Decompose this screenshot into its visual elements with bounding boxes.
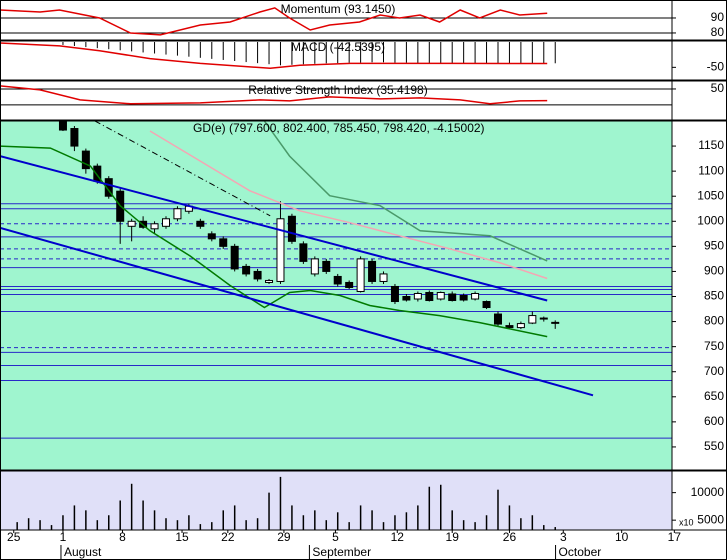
y-tick-label: 550 [704, 439, 724, 453]
candle-body [493, 313, 502, 325]
candle-body [471, 292, 480, 300]
candle-body [127, 220, 136, 227]
panel-title: GD(e) (797.600, 802.400, 785.450, 798.42… [193, 121, 485, 135]
month-label: October [559, 545, 602, 559]
candle-body [448, 293, 457, 302]
candle-body [413, 292, 422, 300]
x-tick-label: 22 [221, 530, 235, 544]
candle-body [425, 291, 434, 302]
plot-area [0, 121, 672, 439]
indicator-line [263, 121, 548, 262]
y-tick-label: 1000 [697, 213, 724, 227]
panel-title: Momentum (93.1450) [281, 2, 396, 16]
x-tick-label: 10 [615, 530, 629, 544]
y-tick-label: 80 [711, 25, 725, 39]
candle-body [322, 260, 331, 272]
plot-area [0, 85, 672, 106]
candle-body [539, 317, 548, 320]
candle-body [150, 223, 159, 230]
candle-body [196, 220, 205, 227]
candle-body [207, 233, 216, 240]
x-tick-label: 8 [119, 530, 126, 544]
candle-body [104, 178, 113, 197]
y-tick-label: 50 [711, 81, 725, 95]
y-tick-label: 650 [704, 389, 724, 403]
y-tick-label: 5000 [697, 512, 724, 526]
candle-body [219, 238, 228, 247]
candle-body [276, 218, 285, 282]
y-tick-label: 900 [704, 264, 724, 278]
plot-area [0, 42, 556, 70]
candle-body [368, 260, 377, 282]
candle-body [390, 285, 399, 303]
unit-label: x10 [679, 517, 694, 527]
candle-body [173, 208, 182, 220]
candle-body [551, 321, 560, 324]
y-tick-label: 600 [704, 414, 724, 428]
y-tick-label: 700 [704, 364, 724, 378]
indicator-line [0, 145, 548, 338]
plot-area [0, 7, 672, 36]
candle-body [333, 275, 342, 285]
candle-body [345, 281, 354, 288]
candle-body [58, 121, 67, 131]
indicator-line [0, 7, 548, 36]
candle-body [253, 270, 262, 280]
candle-body [230, 245, 239, 270]
y-tick-label: 90 [711, 10, 725, 24]
y-tick-label: 1100 [698, 163, 724, 177]
candle-body [482, 301, 491, 309]
indicator-line [149, 130, 548, 280]
y-tick-label: 1150 [698, 138, 724, 152]
y-tick-label: 750 [704, 339, 724, 353]
x-tick-label: 5 [332, 530, 339, 544]
candle-body [436, 291, 445, 300]
candle-body [379, 273, 388, 282]
candle-body [310, 258, 319, 275]
x-tick-label: 17 [668, 530, 682, 544]
y-tick-label: 1050 [697, 188, 724, 202]
candle-body [81, 150, 90, 170]
panel-background [0, 471, 672, 530]
month-label: August [64, 545, 102, 559]
candle-body [242, 265, 251, 275]
indicator-line [0, 42, 548, 70]
y-tick-label: 950 [704, 239, 724, 253]
month-label: September [312, 545, 371, 559]
x-tick-label: 3 [560, 530, 567, 544]
candle-body [299, 243, 308, 262]
panel-background [0, 41, 672, 80]
candle-body [356, 258, 365, 292]
y-tick-label: 10000 [691, 485, 725, 499]
trendline [0, 155, 548, 302]
y-tick-label: 800 [704, 314, 724, 328]
candle-body [459, 295, 468, 301]
candle-body [528, 315, 537, 324]
y-tick-label: -50 [707, 60, 725, 74]
x-tick-label: 15 [175, 530, 189, 544]
x-tick-label: 26 [503, 530, 517, 544]
indicator-line [0, 85, 548, 105]
x-tick-label: 12 [391, 530, 405, 544]
x-tick-label: 19 [446, 530, 460, 544]
panel-background [0, 81, 672, 120]
x-tick-label: 25 [7, 530, 21, 544]
candle-body [402, 296, 411, 301]
candle-body [516, 323, 525, 329]
panel-title: Relative Strength Index (35.4198) [248, 83, 427, 97]
candle-body [287, 215, 296, 242]
panel-title: MACD (-42.5395) [291, 40, 385, 54]
plot-area [16, 476, 556, 530]
candle-body [505, 325, 514, 329]
x-tick-label: 1 [60, 530, 67, 544]
y-tick-label: 850 [704, 289, 724, 303]
candle-body [161, 218, 170, 227]
x-tick-label: 29 [277, 530, 291, 544]
candle-body [70, 128, 79, 147]
trendline [0, 226, 594, 397]
candle-body [265, 279, 274, 283]
